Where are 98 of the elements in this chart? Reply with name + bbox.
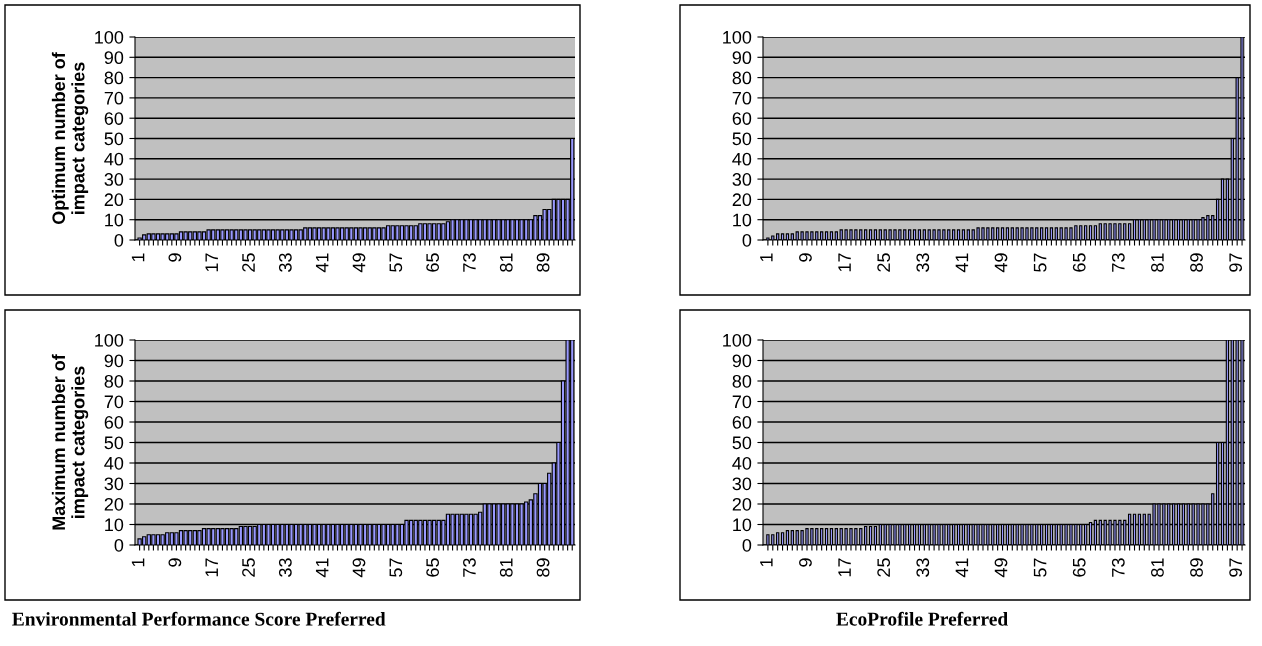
y-tick-label: 100 [723, 333, 752, 347]
y-tick-label: 60 [732, 415, 752, 429]
y-tick-label: 10 [105, 518, 124, 532]
y-tick-label: 10 [105, 213, 124, 227]
y-tick-label: 50 [732, 436, 752, 450]
x-tick-label: 89 [1190, 253, 1203, 272]
x-tick-label: 65 [426, 558, 440, 577]
x-tick-label: 65 [426, 253, 440, 272]
x-tick-label: 65 [1072, 558, 1086, 577]
y-tick-label: 80 [104, 374, 124, 388]
y-tick-label: 40 [104, 456, 124, 470]
y-tick-label: 20 [732, 497, 752, 511]
x-tick-label: 41 [955, 253, 969, 273]
x-tick-label: 57 [1033, 253, 1047, 272]
x-tick-label: 25 [877, 253, 891, 272]
x-tick-label: 1 [760, 253, 773, 262]
x-tick-label: 49 [994, 558, 1008, 578]
x-tick-label: 9 [168, 558, 182, 567]
y-tick-label: 20 [104, 497, 124, 511]
y-tick-label: 50 [732, 132, 752, 146]
y-tick-label: 100 [95, 333, 124, 347]
x-tick-label: 25 [877, 558, 891, 577]
x-tick-label: 1 [760, 558, 773, 567]
x-tick-label: 41 [315, 558, 329, 578]
x-tick-label: 25 [242, 558, 255, 577]
y-tick-label: 50 [104, 436, 124, 450]
x-tick-label: 17 [838, 558, 851, 577]
y-tick-label: 100 [723, 30, 752, 44]
y-tick-label: 70 [104, 395, 124, 409]
y-tick-label: 90 [732, 51, 752, 65]
x-tick-label: 49 [352, 558, 366, 578]
x-tick-label: 97 [1229, 253, 1243, 272]
x-tick-label: 25 [242, 253, 255, 272]
y-tick-label: 0 [742, 538, 752, 552]
y-tick-label: 30 [104, 477, 124, 491]
y-tick-label: 80 [732, 374, 752, 388]
y-tick-label: 10 [733, 518, 752, 532]
y-tick-label: 0 [114, 233, 124, 247]
x-tick-label: 73 [463, 253, 476, 272]
y-tick-label: 100 [95, 30, 124, 44]
y-axis-title: Maximum number of impact categories [51, 354, 89, 530]
x-tick-label: 9 [168, 253, 182, 262]
x-tick-label: 57 [389, 558, 403, 577]
y-tick-label: 90 [104, 51, 124, 65]
x-tick-label: 89 [1190, 558, 1203, 577]
x-tick-label: 89 [536, 558, 550, 577]
text: EcoProfile Preferred [836, 611, 1008, 626]
y-tick-label: 40 [732, 456, 752, 470]
x-tick-label: 1 [131, 253, 145, 262]
y-tick-label: 40 [732, 152, 752, 166]
x-tick-label: 57 [389, 253, 403, 272]
y-tick-label: 30 [104, 173, 124, 186]
x-tick-label: 17 [205, 253, 218, 272]
x-tick-label: 33 [278, 253, 292, 272]
x-tick-label: 17 [205, 558, 218, 577]
y-tick-label: 80 [104, 71, 124, 85]
x-tick-label: 49 [994, 253, 1008, 273]
y-tick-label: 70 [104, 91, 124, 105]
y-tick-label: 0 [114, 538, 124, 552]
x-tick-label: 81 [499, 558, 513, 577]
y-axis-title: Optimum number of impact categories [51, 52, 89, 225]
y-tick-label: 60 [104, 112, 124, 125]
x-tick-label: 41 [955, 558, 969, 578]
y-tick-label: 50 [104, 132, 124, 146]
x-tick-label: 73 [1111, 253, 1125, 272]
x-tick-label: 89 [536, 253, 550, 272]
x-tick-label: 9 [799, 558, 812, 567]
y-tick-label: 30 [732, 173, 752, 186]
x-tick-label: 57 [1033, 558, 1047, 577]
y-tick-label: 70 [732, 91, 752, 105]
y-tick-label: 10 [733, 213, 752, 227]
x-tick-label: 9 [799, 253, 812, 262]
x-tick-label: 65 [1072, 253, 1086, 272]
x-tick-label: 33 [916, 253, 930, 272]
y-tick-label: 80 [732, 71, 752, 85]
x-tick-label: 81 [1151, 253, 1164, 272]
x-tick-label: 17 [838, 253, 851, 272]
x-tick-label: 81 [1151, 558, 1164, 577]
y-tick-label: 40 [104, 152, 124, 166]
x-tick-label: 33 [278, 558, 292, 577]
x-tick-label: 73 [1111, 558, 1125, 577]
y-tick-label: 90 [104, 354, 124, 368]
y-tick-label: 90 [732, 354, 752, 368]
x-tick-label: 33 [916, 558, 930, 577]
y-tick-label: 60 [732, 112, 752, 125]
x-tick-label: 81 [499, 253, 513, 272]
text: Environmental Performance Score Preferred [12, 611, 386, 626]
y-tick-label: 70 [732, 395, 752, 409]
y-tick-label: 30 [732, 477, 752, 491]
y-tick-label: 0 [742, 233, 752, 247]
x-tick-label: 1 [131, 558, 145, 567]
x-tick-label: 97 [1229, 558, 1243, 577]
x-tick-label: 49 [352, 253, 366, 273]
x-tick-label: 73 [463, 558, 476, 577]
y-tick-label: 20 [104, 193, 124, 207]
y-tick-label: 60 [104, 415, 124, 429]
x-tick-label: 41 [315, 253, 329, 273]
y-tick-label: 20 [732, 193, 752, 207]
